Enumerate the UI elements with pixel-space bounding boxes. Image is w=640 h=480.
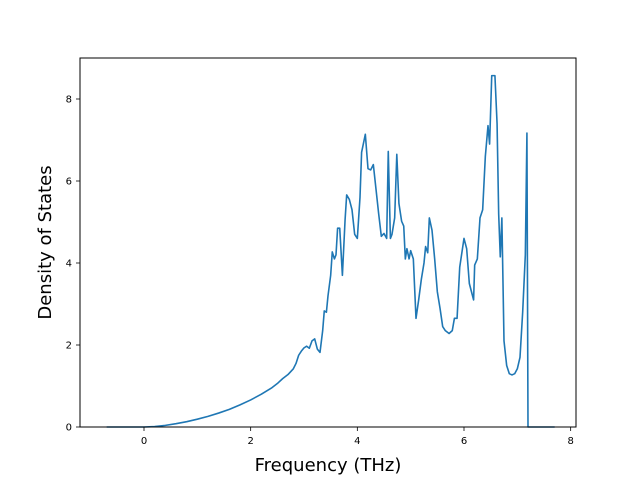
y-tick-label: 8 (66, 95, 72, 106)
x-tick-label: 8 (567, 436, 573, 447)
y-axis-label: Density of States (35, 165, 56, 319)
dos-series-line (106, 74, 555, 428)
x-axis-label: Frequency (THz) (255, 455, 402, 476)
y-tick-label: 4 (66, 259, 72, 270)
x-tick-label: 2 (247, 436, 253, 447)
x-tick-label: 0 (141, 436, 147, 447)
series-layer (106, 74, 555, 428)
x-axis-ticks: 0 2 4 6 8 (141, 427, 574, 447)
y-tick-label: 0 (66, 423, 72, 434)
y-tick-label: 6 (66, 177, 72, 188)
x-tick-label: 6 (461, 436, 467, 447)
x-tick-label: 4 (354, 436, 360, 447)
plot-frame (79, 57, 577, 428)
y-axis-ticks: 0 2 4 6 8 (66, 95, 80, 434)
y-tick-label: 2 (66, 341, 72, 352)
